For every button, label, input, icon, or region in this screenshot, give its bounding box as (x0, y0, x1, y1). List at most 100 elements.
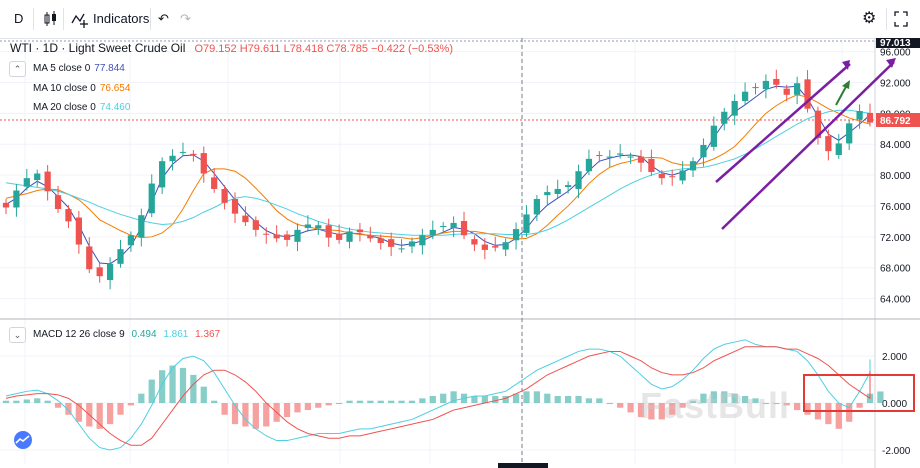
candle-body (106, 263, 114, 281)
price-axis-tick-label: 68.000 (880, 264, 911, 275)
macd-histogram-bar (492, 396, 499, 404)
price-axis-tick-label: 96.000 (880, 48, 911, 59)
candle-body (648, 158, 655, 172)
ma20-label: MA 20 close 0 (33, 102, 96, 113)
macd-histogram-bar (96, 403, 103, 429)
macd-axis-tick-label: 0.000 (882, 399, 907, 410)
macd-histogram-bar (335, 403, 343, 405)
macd-histogram-bar (773, 403, 780, 405)
candle-body (689, 161, 697, 171)
candle-body (814, 110, 822, 139)
toolbar-divider (33, 8, 34, 30)
candle-body (304, 224, 312, 228)
candle-body (221, 188, 228, 203)
settings-gear-icon[interactable]: ⚙ (862, 10, 877, 27)
macd-histogram-bar (804, 403, 811, 415)
candle-body (502, 242, 509, 250)
macd-histogram-bar (669, 403, 676, 415)
top-price-badge-text: 97.013 (880, 38, 911, 49)
macd-histogram-bar (783, 403, 790, 406)
candle-body (335, 233, 343, 240)
candle-body (544, 192, 551, 196)
ma-line-10 (5, 94, 871, 240)
toolbar-divider (150, 8, 151, 30)
candle-body (710, 125, 717, 147)
macd-histogram-bar (721, 391, 728, 404)
macd-histogram-bar (138, 393, 145, 404)
candle-body (804, 79, 811, 109)
price-axis-tick-label: 84.000 (880, 140, 911, 151)
redo-icon[interactable]: ↷ (180, 11, 191, 26)
macd-histogram-bar (710, 391, 717, 404)
low-value: L78.418 (283, 43, 324, 55)
toolbar: D Indicators ↶ ↷ ⚙ (0, 0, 920, 39)
trend-arrow-lower-head (886, 58, 896, 68)
macd-histogram-bar (148, 379, 155, 404)
ma5-value: 77.844 (94, 63, 125, 74)
macd-axis-tick-label: 2.000 (882, 352, 907, 363)
candle-body (773, 78, 780, 85)
candle-body (13, 190, 20, 208)
candle-body (127, 235, 135, 246)
candle-body (283, 234, 291, 240)
price-chart[interactable]: 64.00068.00072.00076.00080.00084.00088.0… (0, 38, 920, 468)
macd-histogram-bar (356, 400, 364, 404)
candle-body (190, 153, 197, 156)
candle-body (117, 249, 124, 264)
macd-histogram-bar (242, 403, 249, 427)
macd-histogram-bar (450, 391, 457, 404)
indicators-icon[interactable] (70, 9, 90, 29)
macd-histogram-bar (106, 403, 114, 425)
fullscreen-icon[interactable] (893, 9, 909, 29)
last-price-badge-text: 86.792 (880, 116, 911, 127)
macd-histogram-bar (159, 370, 166, 404)
tradingview-logo-icon[interactable] (11, 431, 35, 449)
macd-histogram-bar (658, 403, 665, 420)
candle-body (617, 153, 624, 155)
candlestick-icon[interactable] (43, 9, 59, 29)
candle-body (762, 80, 770, 90)
macd-histogram-bar (252, 403, 259, 429)
macd-histogram-bar (471, 396, 478, 404)
candle-body (252, 220, 259, 230)
macd-histogram-bar (231, 403, 239, 425)
candle-body (75, 217, 82, 245)
trend-channel-lower-line (721, 61, 895, 230)
macd-histogram-bar (637, 403, 645, 418)
last-price-badge (876, 113, 920, 127)
undo-icon[interactable]: ↶ (158, 11, 169, 26)
macd-histogram-bar (731, 393, 738, 404)
price-axis-tick-label: 80.000 (880, 171, 911, 182)
macd-histogram-bar (502, 396, 509, 404)
macd-histogram-bar (762, 403, 770, 405)
candle-body (564, 185, 572, 188)
macd-histogram-bar (700, 393, 707, 404)
macd-label: MACD 12 26 close 9 (33, 329, 125, 340)
macd-histogram-bar (554, 396, 561, 404)
candle-body (637, 156, 645, 163)
interval-button[interactable]: D (14, 11, 24, 26)
candle-body (388, 239, 395, 247)
macd-histogram-bar (585, 398, 593, 404)
candle-body (783, 88, 790, 95)
macd-histogram-bar (65, 403, 72, 415)
price-axis-tick-label: 72.000 (880, 233, 911, 244)
macd-signal-value: 1.367 (195, 329, 221, 340)
candle-body (211, 177, 218, 189)
macd-histogram-bar (54, 403, 62, 408)
indicators-button[interactable]: Indicators (93, 11, 150, 26)
macd-axis-tick-label: -2.000 (882, 446, 911, 457)
candle-body (835, 143, 842, 156)
open-value: O79.152 (194, 43, 237, 55)
macd-histogram-bar (512, 393, 520, 404)
macd-histogram-bar (179, 367, 187, 404)
legend-collapse-chevron-icon[interactable]: ⌃ (9, 61, 26, 77)
price-axis-tick-label: 64.000 (880, 295, 911, 306)
candle-body (731, 100, 738, 116)
macd-collapse-chevron-icon[interactable]: ⌄ (9, 327, 26, 343)
price-axis-tick-label: 92.000 (880, 78, 911, 89)
green-arrow-head (842, 80, 850, 89)
macd-histogram-bar (408, 400, 416, 404)
candle-body (179, 151, 187, 153)
high-value: H79.611 (239, 43, 281, 55)
